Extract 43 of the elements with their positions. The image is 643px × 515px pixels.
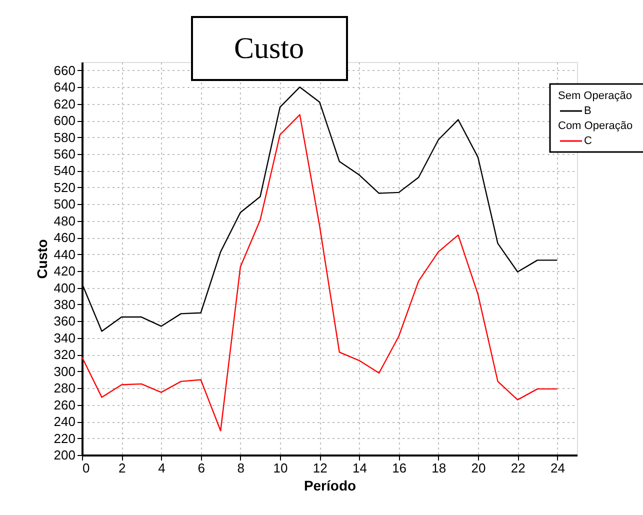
y-tick-label: 620 <box>54 96 76 112</box>
chart-title: Custo <box>234 32 304 65</box>
x-tick-label: 10 <box>273 460 288 476</box>
y-axis-title: Custo <box>34 239 50 279</box>
y-tick-label: 640 <box>54 80 76 95</box>
y-tick-label: 520 <box>54 180 76 195</box>
text: Com Operação C <box>558 120 633 147</box>
y-tick-label: 320 <box>54 347 76 362</box>
x-tick-label: 22 <box>510 460 526 476</box>
text: Sem Operação B <box>558 90 632 117</box>
y-tick-label: 440 <box>54 246 76 262</box>
x-tick-label: 16 <box>392 460 407 476</box>
y-tick-label: 240 <box>54 414 76 430</box>
y-tick-label: 380 <box>54 296 76 312</box>
y-tick-label: 560 <box>54 146 76 162</box>
y-tick-label: 220 <box>54 430 76 446</box>
x-tick-label: 24 <box>550 460 565 476</box>
line-series <box>81 114 558 432</box>
x-tick-label: 20 <box>471 460 486 476</box>
y-tick-label: 580 <box>54 130 76 145</box>
y-tick-label: 600 <box>54 113 76 128</box>
y-tick-label: 200 <box>54 448 76 462</box>
y-tick-label: 340 <box>54 330 76 346</box>
y-tick-label: 540 <box>54 163 76 178</box>
x-tick-label: 2 <box>118 460 126 476</box>
x-tick-label: 12 <box>312 460 328 476</box>
x-tick-label: 14 <box>352 460 367 476</box>
y-tick-label: 300 <box>54 364 76 379</box>
y-tick-label: 360 <box>54 314 76 329</box>
y-tick-label: 420 <box>54 264 76 279</box>
x-tick-label: 0 <box>82 460 90 476</box>
x-tick-label: 8 <box>237 460 245 476</box>
y-tick-label: 500 <box>54 196 76 212</box>
x-tick-label: 4 <box>158 460 166 476</box>
x-tick-label: 18 <box>432 460 446 476</box>
y-tick-label: 660 <box>54 62 76 78</box>
x-axis-title: Período <box>304 478 356 494</box>
y-tick-label: 280 <box>54 380 76 396</box>
x-tick-label: 6 <box>198 460 205 476</box>
y-tick-label: 400 <box>54 280 76 296</box>
y-tick-label: 460 <box>54 230 76 246</box>
y-tick-label: 480 <box>54 213 76 228</box>
y-tick-label: 260 <box>54 397 76 412</box>
